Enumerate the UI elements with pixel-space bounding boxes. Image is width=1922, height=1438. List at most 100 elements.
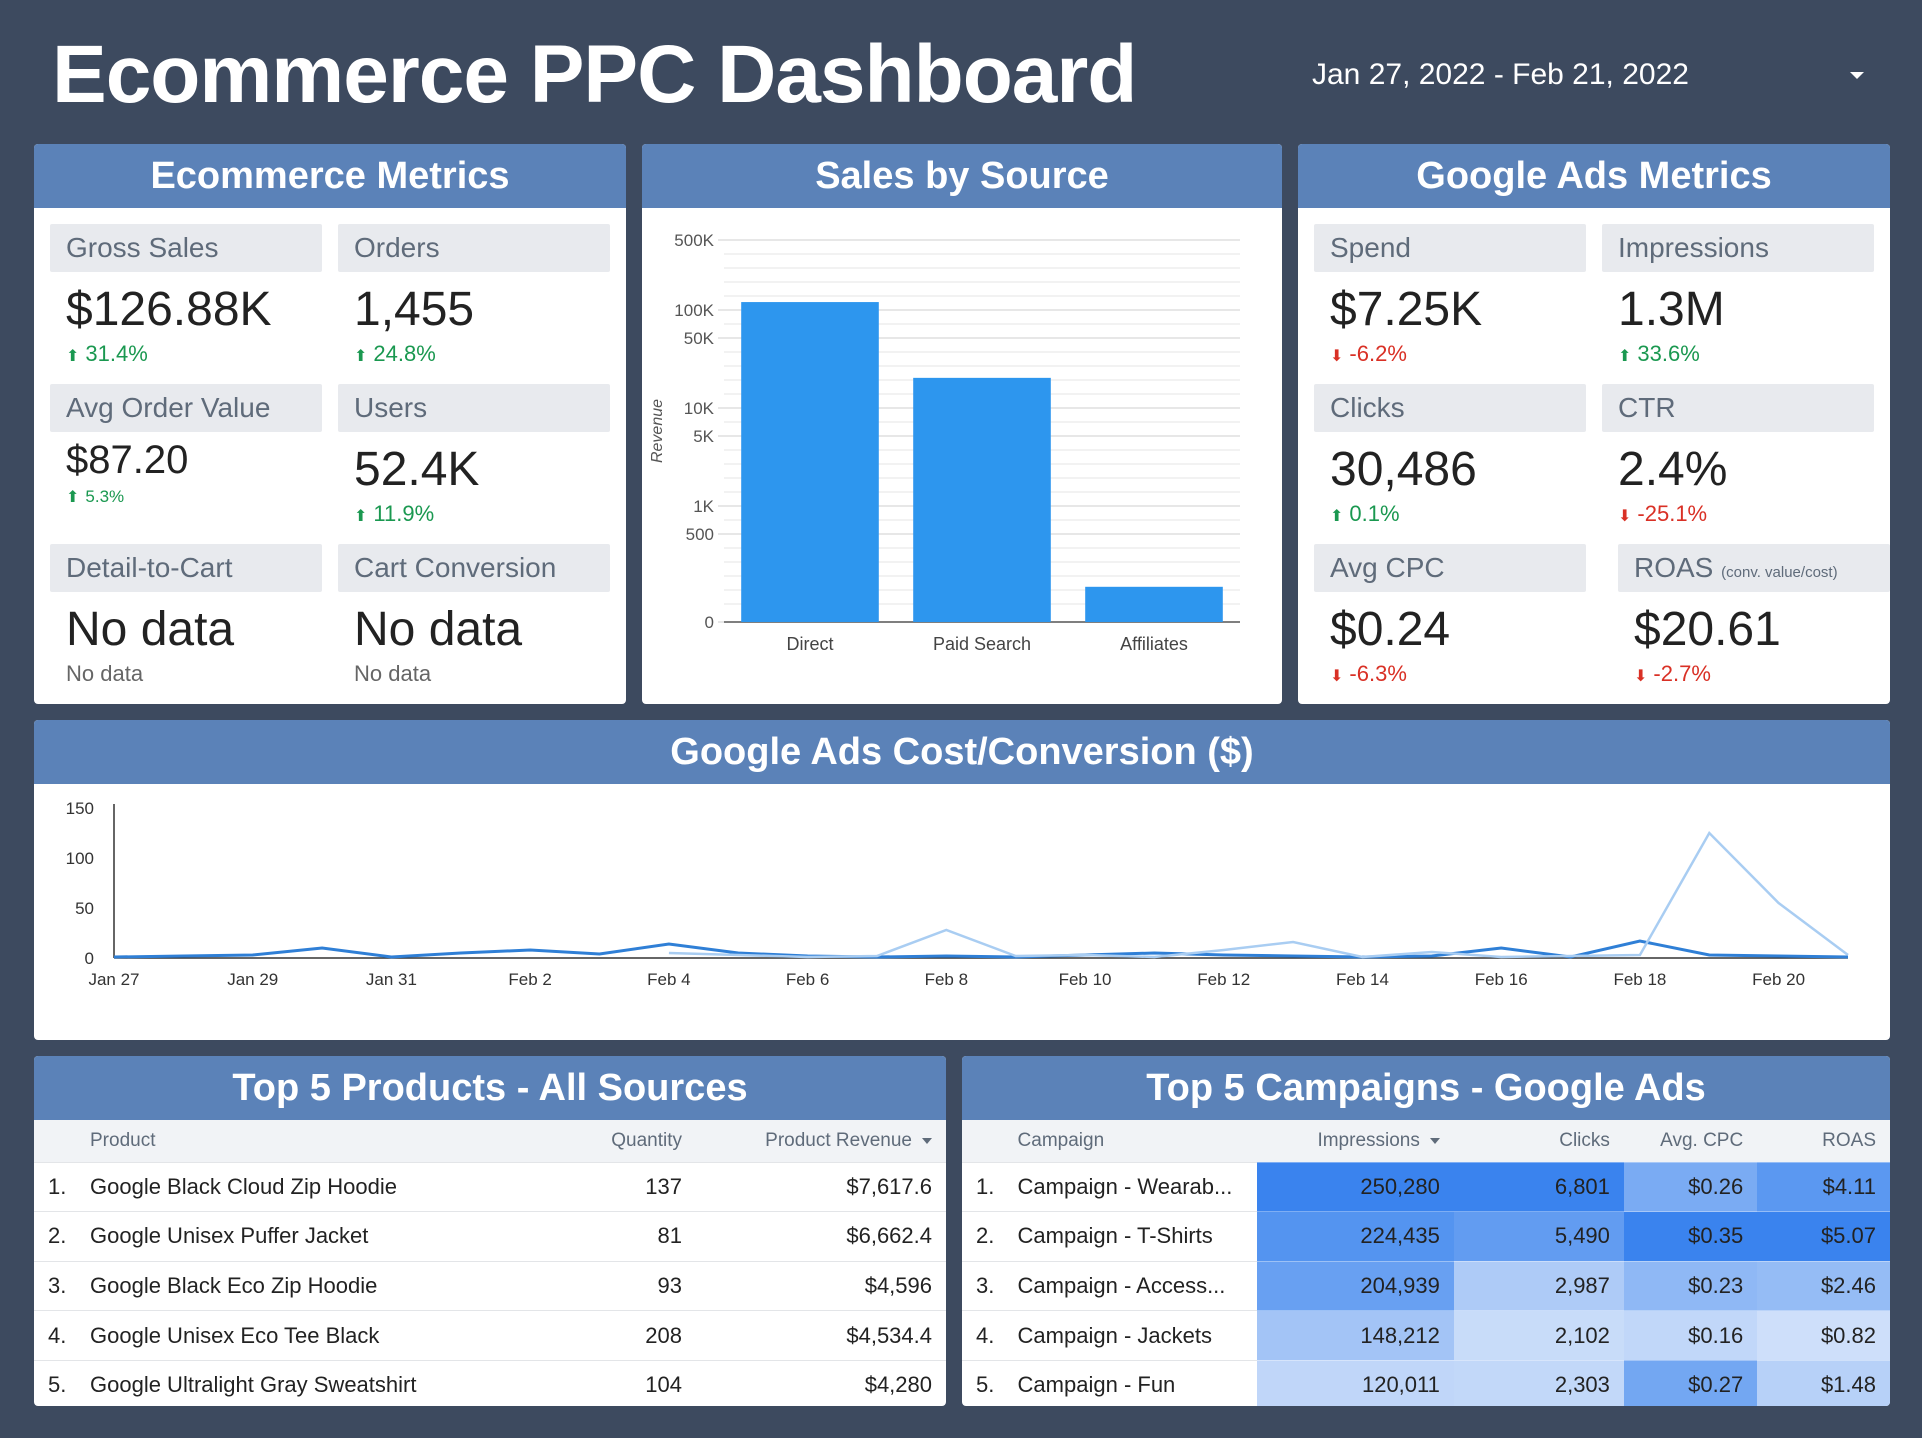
avg-cpc-cell: $0.27: [1623, 1359, 1758, 1406]
detail-to-cart-value: No data: [66, 603, 235, 656]
cart-conversion-scorecard: Cart Conversion No data No data: [338, 544, 610, 687]
top-products-header: Top 5 Products - All Sources: [34, 1056, 946, 1120]
series-line-2[interactable]: [668, 830, 1849, 959]
orders-scorecard: Orders 1,455 ⬆ 24.8%: [338, 224, 610, 367]
table-row[interactable]: 1. Campaign - Wearab... 250,280 6,801 $0.26 $…: [962, 1161, 1890, 1212]
quantity-cell: 137: [546, 1161, 696, 1212]
x-tick-label: Feb 12: [1197, 970, 1250, 989]
top-products-table: Product Quantity Product Revenue 1. Googl…: [34, 1120, 946, 1406]
arrow-up-icon: ⬆: [354, 508, 368, 525]
clicks-value: 30,486: [1330, 443, 1477, 496]
table-row[interactable]: 4. Google Unisex Eco Tee Black 208 $4,534.4: [34, 1310, 946, 1361]
ctr-delta: ⬇ -25.1%: [1618, 501, 1708, 526]
revenue-cell: $6,662.4: [696, 1211, 946, 1262]
users-label: Users: [338, 384, 610, 432]
y-tick-label: 500: [686, 525, 714, 544]
avg-order-value-delta: ⬆ 5.3%: [66, 487, 125, 506]
table-row[interactable]: 3. Campaign - Access... 204,939 2,987 $0.23 $…: [962, 1260, 1890, 1311]
detail-to-cart-delta: No data: [66, 661, 144, 686]
row-index: 4.: [34, 1310, 90, 1361]
row-index: 2.: [962, 1211, 1018, 1262]
x-tick-label: Feb 20: [1752, 970, 1805, 989]
quantity-column-header[interactable]: Quantity: [546, 1120, 696, 1162]
roas-value: $20.61: [1634, 603, 1781, 656]
date-range-selector[interactable]: Jan 27, 2022 - Feb 21, 2022: [1312, 58, 1689, 91]
avg-cpc-label: Avg CPC: [1314, 544, 1586, 592]
orders-delta: ⬆ 24.8%: [354, 341, 436, 366]
row-index: 5.: [962, 1359, 1018, 1406]
users-delta: ⬆ 11.9%: [354, 501, 435, 526]
quantity-cell: 208: [546, 1310, 696, 1361]
google-ads-metrics-panel: Google Ads Metrics Spend $7.25K ⬇ -6.2% I…: [1298, 144, 1890, 704]
table-row[interactable]: 5. Campaign - Fun 120,011 2,303 $0.27 $1.48: [962, 1359, 1890, 1406]
arrow-down-icon: ⬇: [1330, 348, 1344, 365]
bar-direct[interactable]: [741, 302, 879, 622]
ecommerce-metrics-panel: Ecommerce Metrics Gross Sales $126.88K ⬆…: [34, 144, 626, 704]
y-tick-label: 100K: [674, 301, 714, 320]
sort-down-icon[interactable]: [1429, 1137, 1440, 1144]
table-row[interactable]: 1. Google Black Cloud Zip Hoodie 137 $7,617…: [34, 1161, 946, 1212]
row-index: 5.: [34, 1359, 90, 1406]
x-tick-label: Feb 18: [1613, 970, 1666, 989]
detail-to-cart-scorecard: Detail-to-Cart No data No data: [50, 544, 322, 687]
sales-by-source-panel: Sales by Source 500K 100K 50K 10K 5K 1K 500 0 Re…: [642, 144, 1282, 704]
page-title: Ecommerce PPC Dashboard: [52, 29, 1137, 120]
table-header-row: Campaign Impressions Clicks Avg. CPC ROA…: [962, 1120, 1890, 1162]
avg-cpc-cell: $0.16: [1623, 1310, 1758, 1361]
campaign-name: Campaign - T-Shirts: [1017, 1211, 1258, 1262]
impressions-column-header[interactable]: Impressions: [1257, 1120, 1454, 1162]
avg-cpc-value: $0.24: [1330, 603, 1451, 656]
avg-order-value-scorecard: Avg Order Value $87.20 ⬆ 5.3%: [50, 384, 322, 507]
avg-cpc-delta: ⬇ -6.3%: [1330, 661, 1407, 686]
table-row[interactable]: 4. Campaign - Jackets 148,212 2,102 $0.16 $0.…: [962, 1310, 1890, 1361]
x-tick-label: Feb 8: [925, 970, 968, 989]
avg-cpc-cell: $0.23: [1623, 1260, 1758, 1311]
bar-affiliates[interactable]: [1085, 586, 1223, 622]
avg-cpc-scorecard: Avg CPC $0.24 ⬇ -6.3%: [1314, 544, 1586, 687]
bar-paid-search[interactable]: [913, 377, 1051, 622]
table-row[interactable]: 3. Google Black Eco Zip Hoodie 93 $4,596: [34, 1260, 946, 1311]
y-tick-label: 50K: [684, 329, 715, 348]
avg-cpc-column-header[interactable]: Avg. CPC: [1623, 1120, 1758, 1162]
arrow-up-icon: ⬆: [66, 489, 80, 506]
y-tick-label: 0: [705, 613, 714, 632]
x-tick-label: Feb 10: [1059, 970, 1112, 989]
roas-cell: $5.07: [1757, 1211, 1890, 1262]
product-revenue-column-header[interactable]: Product Revenue: [696, 1120, 946, 1162]
clicks-delta: ⬆ 0.1%: [1330, 501, 1400, 526]
impressions-value: 1.3M: [1618, 283, 1725, 336]
roas-column-header[interactable]: ROAS: [1757, 1120, 1890, 1162]
table-header-row: Product Quantity Product Revenue: [34, 1120, 946, 1162]
roas-sublabel: (conv. value/cost): [1721, 564, 1838, 581]
gross-sales-label: Gross Sales: [50, 224, 322, 272]
users-value: 52.4K: [354, 443, 480, 496]
caret-down-icon[interactable]: [1850, 72, 1864, 79]
roas-label: ROAS (conv. value/cost): [1618, 544, 1890, 592]
x-tick-label: Feb 4: [647, 970, 690, 989]
campaign-column-header[interactable]: Campaign: [1017, 1120, 1258, 1162]
y-tick-label: 5K: [693, 427, 714, 446]
clicks-cell: 6,801: [1453, 1161, 1624, 1212]
x-tick-label: Jan 31: [366, 970, 417, 989]
x-tick-label: Jan 27: [88, 970, 139, 989]
impressions-delta: ⬆ 33.6%: [1618, 341, 1700, 366]
top-campaigns-table: Campaign Impressions Clicks Avg. CPC ROA…: [962, 1120, 1890, 1406]
revenue-cell: $4,534.4: [696, 1310, 946, 1361]
product-column-header[interactable]: Product: [90, 1120, 546, 1162]
quantity-cell: 93: [546, 1260, 696, 1311]
campaign-name: Campaign - Jackets: [1017, 1310, 1258, 1361]
ctr-scorecard: CTR 2.4% ⬇ -25.1%: [1602, 384, 1874, 527]
ctr-label: CTR: [1602, 384, 1874, 432]
avg-order-value-value: $87.20: [66, 438, 189, 482]
table-row[interactable]: 2. Google Unisex Puffer Jacket 81 $6,662.4: [34, 1211, 946, 1262]
sort-down-icon[interactable]: [922, 1137, 932, 1144]
clicks-column-header[interactable]: Clicks: [1453, 1120, 1624, 1162]
roas-cell: $0.82: [1757, 1310, 1890, 1361]
table-row[interactable]: 5. Google Ultralight Gray Sweatshirt 104 $4…: [34, 1359, 946, 1406]
clicks-cell: 2,987: [1453, 1260, 1624, 1311]
table-row[interactable]: 2. Campaign - T-Shirts 224,435 5,490 $0.35 $5…: [962, 1211, 1890, 1262]
roas-cell: $2.46: [1757, 1260, 1890, 1311]
arrow-down-icon: ⬇: [1618, 508, 1632, 525]
row-index: 3.: [34, 1260, 90, 1311]
arrow-up-icon: ⬆: [354, 348, 368, 365]
